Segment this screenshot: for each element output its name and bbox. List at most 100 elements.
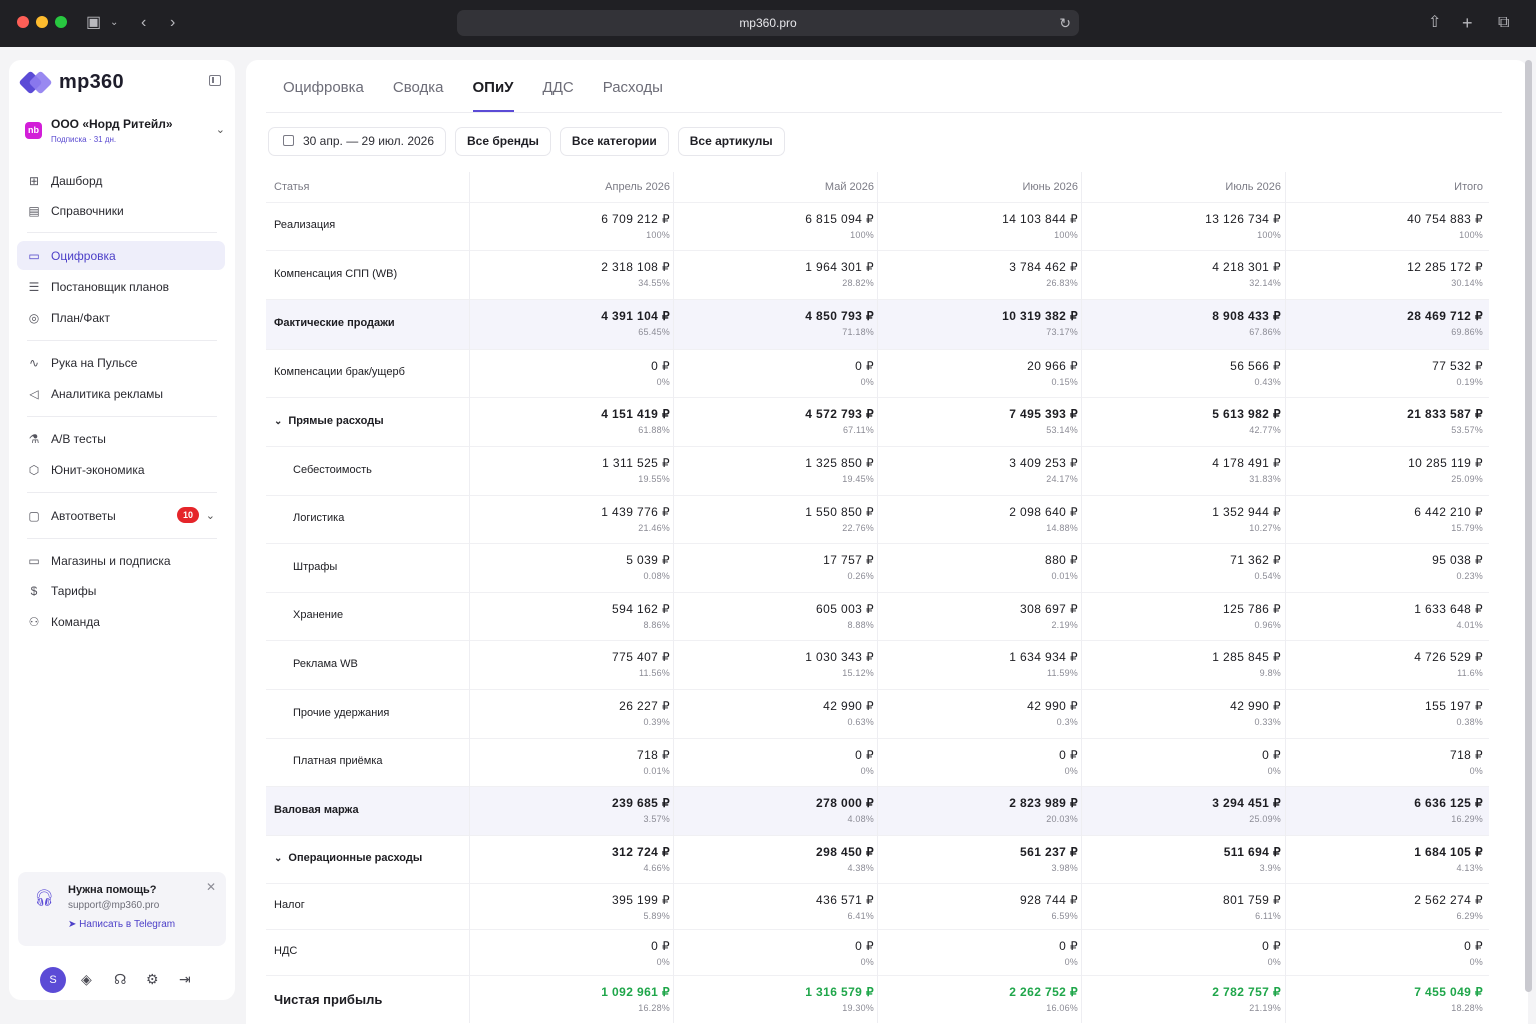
table-cell: 718 ₽ 0.01% bbox=[637, 748, 670, 776]
date-range-picker[interactable]: 30 апр. — 29 июл. 2026 bbox=[268, 127, 447, 156]
scrollbar[interactable] bbox=[1525, 60, 1532, 992]
sidebar-item-ab-tests[interactable]: ⚗ A/B тесты bbox=[17, 424, 225, 453]
telegram-link[interactable]: ➤ Написать в Telegram bbox=[68, 919, 175, 930]
column-divider bbox=[1285, 172, 1286, 1023]
table-cell: 20 966 ₽ 0.15% bbox=[1027, 359, 1078, 387]
cell-percent: 0.63% bbox=[847, 717, 874, 727]
cell-percent: 3.9% bbox=[1259, 863, 1281, 873]
avatar[interactable]: S bbox=[40, 967, 66, 993]
sidebar-item-pulse[interactable]: ∿ Рука на Пульсе bbox=[17, 348, 225, 377]
new-tab-icon[interactable]: + bbox=[1462, 13, 1473, 33]
cell-value: 239 685 ₽ bbox=[612, 796, 670, 810]
flask-icon: ⚗ bbox=[28, 431, 40, 446]
cell-value: 1 311 525 ₽ bbox=[602, 456, 670, 470]
row-label-text: Логистика bbox=[293, 512, 345, 524]
cell-percent: 67.86% bbox=[1249, 327, 1281, 337]
cell-value: 1 316 579 ₽ bbox=[805, 985, 874, 999]
sidebar-item-label: Дашборд bbox=[51, 173, 103, 188]
sidebar-item-ad-analytics[interactable]: ◁ Аналитика рекламы bbox=[17, 379, 225, 408]
sidebar-footer: S ◈ ☊ ⚙ ⇥ bbox=[9, 962, 235, 998]
table-cell: 8 908 433 ₽ 67.86% bbox=[1212, 309, 1281, 337]
headset-icon[interactable]: ☊ bbox=[114, 971, 127, 987]
support-email[interactable]: support@mp360.pro bbox=[68, 900, 160, 911]
tab-digitization[interactable]: Оцифровка bbox=[283, 79, 364, 96]
sidebar-item-team[interactable]: ⚇ Команда bbox=[17, 607, 225, 636]
table-cell: 4 391 104 ₽ 65.45% bbox=[601, 309, 670, 337]
cell-percent: 6.41% bbox=[847, 911, 874, 921]
address-bar[interactable]: mp360.pro ↻ bbox=[457, 10, 1079, 36]
cell-percent: 0% bbox=[1267, 766, 1281, 776]
cell-percent: 100% bbox=[1257, 230, 1281, 240]
brand-filter[interactable]: Все бренды bbox=[455, 127, 551, 156]
sidebar-item-plan-builder[interactable]: ☰ Постановщик планов bbox=[17, 272, 225, 301]
table-cell: 155 197 ₽ 0.38% bbox=[1425, 699, 1483, 727]
tab-overview-icon[interactable]: ⧉ bbox=[1498, 14, 1510, 31]
row-label: Компенсация СПП (WB) bbox=[274, 268, 397, 280]
sidebar-item-references[interactable]: ▤ Справочники bbox=[17, 196, 225, 225]
logout-icon[interactable]: ⇥ bbox=[179, 971, 191, 987]
table-cell: 4 572 793 ₽ 67.11% bbox=[805, 407, 874, 435]
collapse-sidebar-icon[interactable] bbox=[209, 75, 221, 86]
sidebar-item-plan-fact[interactable]: ◎ План/Факт bbox=[17, 303, 225, 332]
sidebar-item-unit-economics[interactable]: ⬡ Юнит-экономика bbox=[17, 455, 225, 484]
cell-percent: 0.54% bbox=[1254, 571, 1281, 581]
forward-icon[interactable]: › bbox=[170, 14, 176, 31]
gear-icon[interactable]: ⚙ bbox=[146, 971, 159, 987]
tab-pnl[interactable]: ОПиУ bbox=[472, 74, 514, 112]
academy-icon[interactable]: ◈ bbox=[81, 971, 92, 987]
close-window-button[interactable] bbox=[17, 16, 29, 28]
row-label-text: Компенсация СПП (WB) bbox=[274, 268, 398, 280]
table-icon: ▭ bbox=[28, 248, 40, 263]
chevron-down-icon[interactable]: ⌄ bbox=[205, 510, 215, 522]
reload-icon[interactable]: ↻ bbox=[1059, 15, 1071, 31]
category-filter[interactable]: Все категории bbox=[559, 127, 669, 156]
sidebar-item-stores[interactable]: ▭ Магазины и подписка bbox=[17, 546, 225, 575]
org-switcher[interactable]: nb ООО «Норд Ритейл» Подписка · 31 дн. ⌄ bbox=[25, 116, 225, 148]
table-row: Логистика 1 439 776 ₽ 21.46% 1 550 850 ₽ 22.… bbox=[266, 495, 1489, 543]
cell-percent: 0.08% bbox=[643, 571, 670, 581]
close-icon[interactable]: ✕ bbox=[205, 880, 216, 894]
tab-expenses[interactable]: Расходы bbox=[602, 79, 663, 96]
row-label: Хранение bbox=[293, 609, 343, 621]
article-filter[interactable]: Все артикулы bbox=[677, 127, 785, 156]
cell-value: 7 495 393 ₽ bbox=[1009, 407, 1078, 421]
brand[interactable]: mp360 bbox=[18, 69, 124, 95]
sidebar-item-digitization[interactable]: ▭ Оцифровка bbox=[17, 241, 225, 270]
sidebar-toggle-icon[interactable]: ▣ bbox=[86, 14, 102, 31]
chevron-down-icon[interactable]: ⌄ bbox=[274, 416, 283, 427]
sidebar-item-auto-replies[interactable]: ▢ Автоответы 10 ⌄ bbox=[17, 501, 225, 530]
row-label: Штрафы bbox=[293, 561, 337, 573]
cell-value: 801 759 ₽ bbox=[1223, 893, 1281, 907]
table-cell: 42 990 ₽ 0.63% bbox=[823, 699, 874, 727]
cell-percent: 0% bbox=[860, 766, 874, 776]
cell-value: 0 ₽ bbox=[855, 359, 874, 373]
share-icon[interactable]: ⇧ bbox=[1428, 14, 1442, 31]
chevron-down-icon[interactable]: ⌄ bbox=[110, 17, 119, 28]
cell-percent: 71.18% bbox=[842, 327, 874, 337]
cell-value: 278 000 ₽ bbox=[816, 796, 874, 810]
table-cell: 312 724 ₽ 4.66% bbox=[612, 845, 670, 873]
table-cell: 1 092 961 ₽ 16.28% bbox=[601, 985, 670, 1013]
cell-percent: 65.45% bbox=[638, 327, 670, 337]
sidebar-item-dashboard[interactable]: ⊞ Дашборд bbox=[17, 166, 225, 195]
cell-percent: 26.83% bbox=[1046, 278, 1078, 288]
tab-summary[interactable]: Сводка bbox=[392, 79, 444, 96]
sidebar-item-label: Постановщик планов bbox=[51, 279, 170, 294]
cell-percent: 0% bbox=[1469, 766, 1483, 776]
maximize-window-button[interactable] bbox=[55, 16, 67, 28]
cell-value: 561 237 ₽ bbox=[1020, 845, 1078, 859]
table-cell: 2 098 640 ₽ 14.88% bbox=[1009, 505, 1078, 533]
table-cell: 71 362 ₽ 0.54% bbox=[1230, 553, 1281, 581]
table-cell: 4 850 793 ₽ 71.18% bbox=[805, 309, 874, 337]
table-cell: 12 285 172 ₽ 30.14% bbox=[1407, 260, 1483, 288]
column-divider bbox=[469, 172, 470, 1023]
row-label: Прочие удержания bbox=[293, 707, 389, 719]
column-header: Итого bbox=[1454, 181, 1483, 193]
tab-cashflow[interactable]: ДДС bbox=[542, 79, 574, 96]
sidebar-item-label: План/Факт bbox=[51, 310, 110, 325]
minimize-window-button[interactable] bbox=[36, 16, 48, 28]
back-icon[interactable]: ‹ bbox=[141, 14, 147, 31]
cell-percent: 0.38% bbox=[1456, 717, 1483, 727]
sidebar-item-tariffs[interactable]: $ Тарифы bbox=[17, 576, 225, 605]
chevron-down-icon[interactable]: ⌄ bbox=[274, 853, 283, 864]
